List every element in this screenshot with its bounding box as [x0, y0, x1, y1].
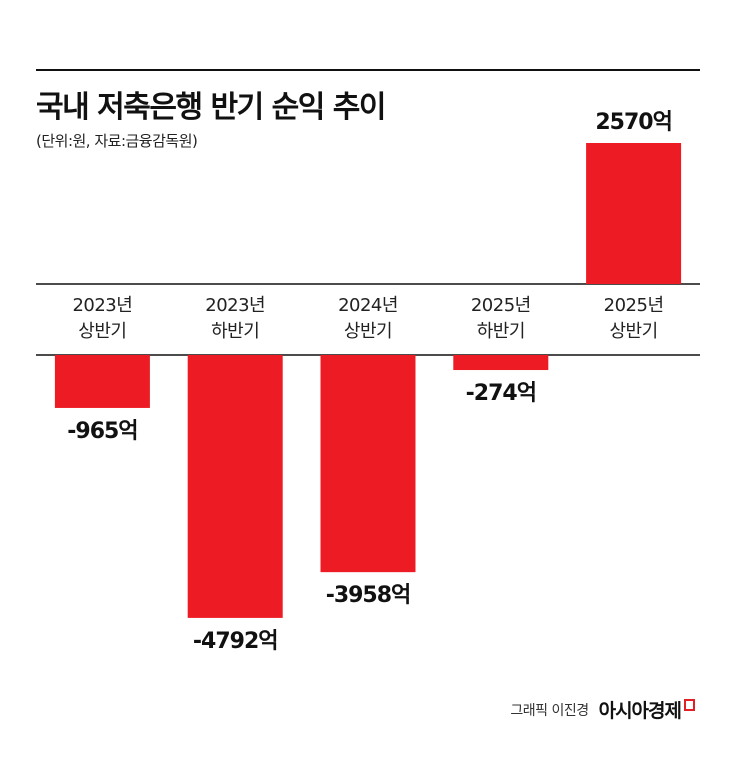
category-label-2-0: 2024년 — [338, 295, 398, 316]
category-label-0-0: 2023년 — [72, 295, 132, 316]
category-label-2-1: 상반기 — [344, 321, 392, 342]
footer: 그래픽 이진경 아시아경제 — [510, 696, 695, 723]
category-label-4-1: 상반기 — [610, 321, 658, 342]
data-label-2: -3958억 — [326, 583, 411, 608]
category-label-1-0: 2023년 — [205, 295, 265, 316]
data-label-3: -274억 — [466, 381, 536, 406]
category-label-3-0: 2025년 — [471, 295, 531, 316]
data-label-4: 2570억 — [595, 110, 671, 135]
category-label-4-0: 2025년 — [604, 295, 664, 316]
bar-2 — [320, 355, 416, 573]
category-label-3-1: 하반기 — [477, 321, 525, 342]
chart-subtitle: (단위:원, 자료:금융감독원) — [36, 132, 198, 150]
bar-3 — [453, 355, 549, 371]
data-label-0: -965억 — [67, 419, 137, 444]
top-rule — [36, 69, 700, 71]
category-label-1-1: 하반기 — [211, 321, 259, 342]
data-label-1: -4792억 — [193, 629, 278, 654]
bar-4 — [586, 143, 682, 284]
category-label-0-1: 상반기 — [78, 321, 126, 342]
brand-mark-icon — [684, 698, 695, 711]
bar-1 — [187, 355, 283, 618]
bar-0 — [54, 355, 150, 408]
brand-logo: 아시아경제 — [598, 700, 682, 722]
chart-title: 국내 저축은행 반기 순익 추이 — [36, 90, 386, 125]
graphic-credit: 그래픽 이진경 — [510, 702, 589, 719]
